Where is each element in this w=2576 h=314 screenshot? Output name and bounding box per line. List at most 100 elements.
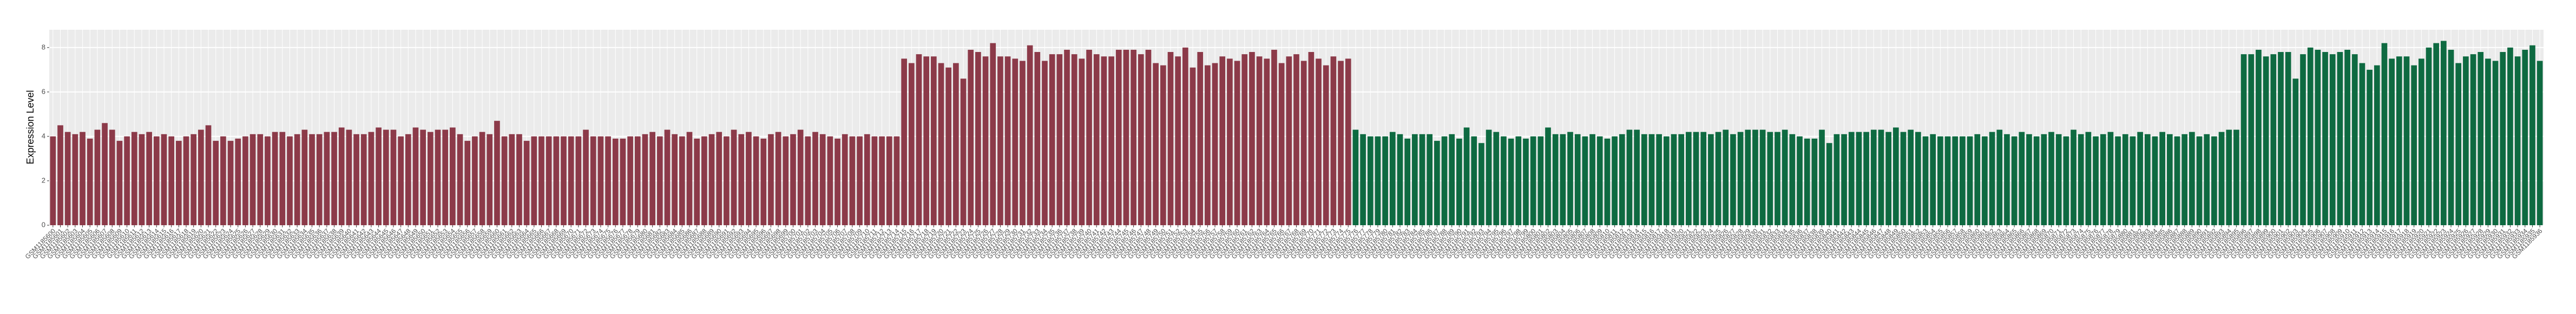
bar (2071, 129, 2076, 225)
bar (420, 129, 426, 225)
bar (1071, 54, 1077, 225)
bar (1434, 141, 1440, 225)
bar (2522, 49, 2528, 225)
bar (768, 134, 774, 225)
bar (1256, 56, 1263, 226)
bar (2004, 134, 2010, 225)
bar (435, 129, 441, 225)
bar (1352, 129, 1359, 225)
bar (1131, 49, 1136, 225)
bar (176, 141, 182, 225)
bar (1759, 129, 1766, 225)
bar (790, 134, 796, 225)
bar (324, 132, 330, 225)
bar (2263, 56, 2269, 226)
bar (1737, 132, 1744, 225)
bar (2026, 134, 2032, 225)
bar (2233, 129, 2239, 225)
bar (819, 134, 826, 225)
bar (738, 134, 745, 225)
bar (612, 139, 619, 225)
bar (383, 129, 389, 225)
bar (242, 136, 248, 225)
bar (1612, 136, 1618, 225)
bar (428, 132, 433, 225)
bar (249, 134, 256, 225)
bar (1330, 56, 1337, 226)
bar (1323, 65, 1329, 226)
bar (1175, 56, 1181, 226)
bar (1419, 134, 1425, 225)
bar (701, 136, 707, 225)
bar (1982, 136, 1988, 225)
bar (2204, 134, 2210, 225)
bar (2107, 132, 2114, 225)
bar (2041, 134, 2047, 225)
bar (731, 129, 737, 225)
bar (923, 56, 930, 226)
bar (716, 132, 722, 225)
bar (64, 132, 71, 225)
bar (2500, 52, 2506, 225)
bar (501, 136, 508, 225)
bar (1915, 132, 1921, 225)
bar (797, 129, 804, 225)
bar (57, 125, 63, 225)
bar (213, 141, 219, 225)
bar (805, 136, 811, 225)
bar (1863, 132, 1869, 225)
bar (724, 136, 730, 225)
bar (1834, 134, 1840, 225)
bar (1604, 139, 1611, 225)
bar (102, 123, 108, 225)
bar (2529, 45, 2535, 225)
bar (287, 136, 293, 225)
y-axis-label: Expression Level (25, 90, 36, 164)
bar (1205, 65, 1211, 226)
bar (1930, 134, 1936, 225)
bar (634, 136, 641, 225)
bar (1523, 139, 1529, 225)
bar (2011, 136, 2018, 225)
bar (2315, 49, 2321, 225)
bar (1967, 136, 1973, 225)
bar (1101, 56, 1107, 226)
bar (2063, 136, 2069, 225)
bar (220, 136, 226, 225)
bar (2351, 54, 2358, 225)
bar (487, 134, 493, 225)
bar (1663, 136, 1670, 225)
bar (2211, 136, 2217, 225)
bar (1478, 143, 1484, 225)
bar (279, 132, 286, 225)
bar (2485, 58, 2491, 226)
bar (190, 134, 197, 225)
bar (2181, 134, 2188, 225)
bar (753, 136, 759, 225)
bar (2419, 58, 2424, 226)
bar (1367, 136, 1374, 225)
bar (827, 136, 833, 225)
bar (2093, 136, 2099, 225)
bar (620, 139, 626, 225)
bar (1656, 134, 1662, 225)
bar (1775, 132, 1780, 225)
bar (590, 136, 596, 225)
bar (1582, 136, 1588, 225)
bar (1515, 136, 1522, 225)
bar (2448, 49, 2454, 225)
bar (1234, 61, 1240, 225)
bar (1360, 134, 1366, 225)
bar (1138, 54, 1144, 225)
bar (1960, 136, 1966, 225)
bar (849, 136, 856, 225)
bar (398, 136, 404, 225)
bar (265, 136, 271, 225)
bar (405, 134, 411, 225)
bar (2455, 63, 2462, 225)
bar (1708, 134, 1714, 225)
bar (1700, 132, 1707, 225)
bar (1619, 134, 1625, 225)
bar (272, 132, 278, 225)
bar (1723, 129, 1729, 225)
